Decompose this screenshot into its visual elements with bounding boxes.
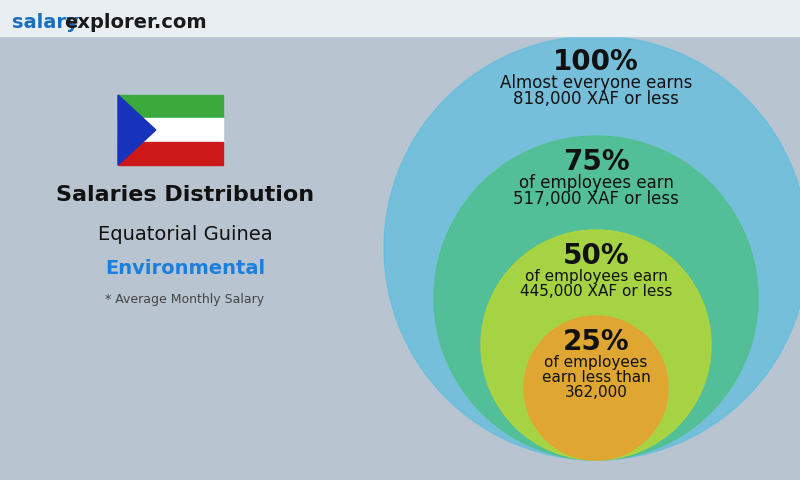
Text: salary: salary [12, 12, 78, 32]
Circle shape [434, 136, 758, 460]
Text: 517,000 XAF or less: 517,000 XAF or less [513, 190, 679, 208]
Text: of employees earn: of employees earn [525, 269, 667, 284]
FancyBboxPatch shape [118, 95, 223, 119]
Text: of employees: of employees [544, 355, 648, 370]
FancyBboxPatch shape [118, 119, 223, 142]
Text: 50%: 50% [562, 242, 630, 270]
Text: earn less than: earn less than [542, 370, 650, 385]
Text: Salaries Distribution: Salaries Distribution [56, 185, 314, 205]
Text: explorer.com: explorer.com [64, 12, 206, 32]
Circle shape [384, 36, 800, 460]
FancyBboxPatch shape [0, 0, 800, 36]
Text: 100%: 100% [553, 48, 639, 76]
Circle shape [524, 316, 668, 460]
Text: Environmental: Environmental [105, 259, 265, 277]
Text: of employees earn: of employees earn [518, 174, 674, 192]
Text: 25%: 25% [562, 328, 630, 356]
Text: Almost everyone earns: Almost everyone earns [500, 74, 692, 92]
Text: 445,000 XAF or less: 445,000 XAF or less [520, 284, 672, 300]
Polygon shape [118, 95, 156, 165]
Text: Equatorial Guinea: Equatorial Guinea [98, 226, 272, 244]
FancyBboxPatch shape [118, 142, 223, 165]
Text: * Average Monthly Salary: * Average Monthly Salary [106, 293, 265, 307]
Text: 818,000 XAF or less: 818,000 XAF or less [513, 90, 679, 108]
Text: 362,000: 362,000 [565, 385, 627, 400]
Text: 75%: 75% [562, 148, 630, 176]
Circle shape [481, 230, 711, 460]
